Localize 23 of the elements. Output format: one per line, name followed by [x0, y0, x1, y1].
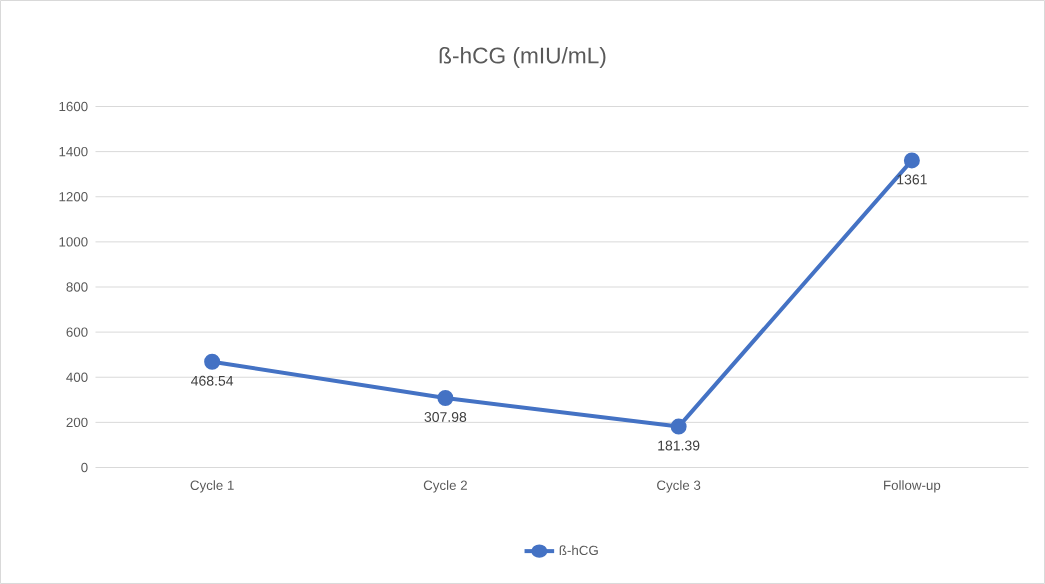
y-tick-label: 1000 [59, 237, 88, 247]
x-tick-label: Cycle 2 [423, 480, 467, 493]
y-tick-label: 600 [66, 327, 88, 337]
y-tick-label: 800 [66, 282, 88, 292]
point [670, 418, 687, 435]
data-label: 1361 [897, 174, 927, 185]
y-tick-label: 200 [66, 417, 88, 428]
x-tick-label: Follow-up [884, 480, 941, 493]
y-tick-label: 400 [66, 372, 88, 382]
legend-label: ß-hCG [559, 545, 598, 556]
y-tick-label: 1600 [59, 101, 88, 112]
x-tick-label: Cycle 3 [657, 480, 701, 493]
point [903, 152, 920, 169]
x-tick-label: Cycle 1 [190, 480, 234, 493]
data-label: 181.39 [658, 440, 700, 451]
data-label: 468.54 [191, 375, 234, 386]
data-label: 307.98 [424, 412, 467, 422]
y-tick-label: 0 [81, 462, 88, 473]
y-tick-label: 1400 [59, 146, 88, 157]
point [204, 353, 221, 370]
point [437, 390, 454, 406]
y-tick-label: 1200 [59, 192, 88, 202]
chart-title: ß-hCG (mIU/mL) [439, 46, 606, 69]
